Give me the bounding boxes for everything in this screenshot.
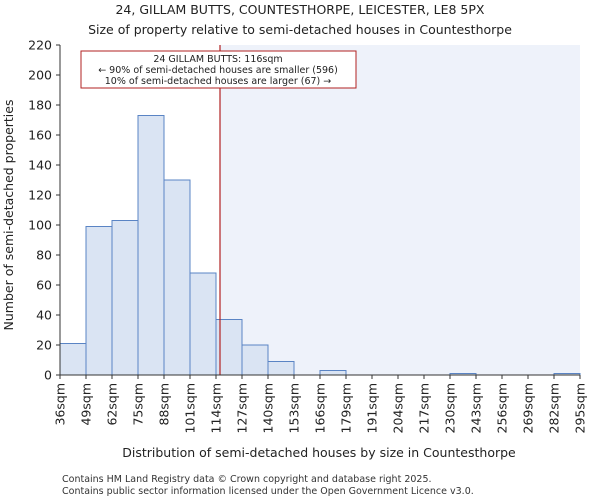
x-tick-label: 295sqm xyxy=(573,383,588,433)
x-tick-label: 191sqm xyxy=(365,383,380,433)
chart-subtitle: Size of property relative to semi-detach… xyxy=(88,22,512,37)
bar-101sqm xyxy=(189,272,217,376)
chart-title: 24, GILLAM BUTTS, COUNTESTHORPE, LEICEST… xyxy=(115,2,484,17)
y-tick-label: 60 xyxy=(36,278,52,293)
y-tick-label: 80 xyxy=(36,248,52,263)
x-tick-label: 36sqm xyxy=(53,383,68,426)
x-tick-label: 269sqm xyxy=(521,383,536,433)
x-tick-label: 230sqm xyxy=(443,383,458,433)
larger-houses-region xyxy=(220,45,580,375)
annotation-box xyxy=(80,50,357,89)
y-tick-label: 200 xyxy=(28,68,52,83)
x-tick-label: 153sqm xyxy=(287,383,302,433)
bar-140sqm xyxy=(267,361,295,376)
x-tick-label: 101sqm xyxy=(183,383,198,433)
x-tick-label: 88sqm xyxy=(157,383,172,426)
x-tick-label: 49sqm xyxy=(79,383,94,426)
x-tick-label: 256sqm xyxy=(495,383,510,433)
x-tick-label: 166sqm xyxy=(313,383,328,433)
x-tick-label: 62sqm xyxy=(105,383,120,426)
x-tick-label: 127sqm xyxy=(235,383,250,433)
footer-line-1: Contains HM Land Registry data © Crown c… xyxy=(62,474,432,485)
bar-127sqm xyxy=(241,344,269,376)
y-tick-label: 120 xyxy=(28,188,52,203)
x-tick-label: 179sqm xyxy=(339,383,354,433)
y-tick-label: 100 xyxy=(28,218,52,233)
y-tick-label: 140 xyxy=(28,158,52,173)
y-tick-label: 0 xyxy=(44,368,52,383)
x-tick-label: 282sqm xyxy=(547,383,562,433)
annotation-line-2: ← 90% of semi-detached houses are smalle… xyxy=(98,65,338,76)
bar-88sqm xyxy=(163,179,191,376)
footer-line-2: Contains public sector information licen… xyxy=(62,486,474,497)
annotation-line-1: 24 GILLAM BUTTS: 116sqm xyxy=(153,54,282,65)
y-tick-label: 160 xyxy=(28,128,52,143)
y-tick-label: 40 xyxy=(36,308,52,323)
bar-62sqm xyxy=(111,220,139,376)
x-tick-label: 114sqm xyxy=(209,383,224,433)
x-tick-label: 217sqm xyxy=(417,383,432,433)
x-tick-label: 140sqm xyxy=(261,383,276,433)
y-tick-label: 20 xyxy=(36,338,52,353)
y-ticks-group: 0 20 40 60 80 100 120 140 160 180 200 220 xyxy=(28,38,60,383)
y-axis-label: Number of semi-detached properties xyxy=(1,100,16,331)
x-tick-label: 204sqm xyxy=(391,383,406,433)
bar-75sqm xyxy=(137,115,165,376)
y-tick-label: 180 xyxy=(28,98,52,113)
bar-36sqm xyxy=(59,343,87,376)
y-tick-label: 220 xyxy=(28,38,52,53)
bar-49sqm xyxy=(85,226,113,376)
annotation-line-3: 10% of semi-detached houses are larger (… xyxy=(105,76,332,87)
bar-166sqm xyxy=(319,370,347,376)
x-tick-label: 75sqm xyxy=(131,383,146,426)
x-axis-label: Distribution of semi-detached houses by … xyxy=(122,445,516,460)
x-tick-label: 243sqm xyxy=(469,383,484,433)
x-ticks-group: 36sqm 49sqm 62sqm 75sqm 88sqm 101sqm 114sqm 127… xyxy=(53,375,588,433)
bars-group xyxy=(59,115,581,376)
